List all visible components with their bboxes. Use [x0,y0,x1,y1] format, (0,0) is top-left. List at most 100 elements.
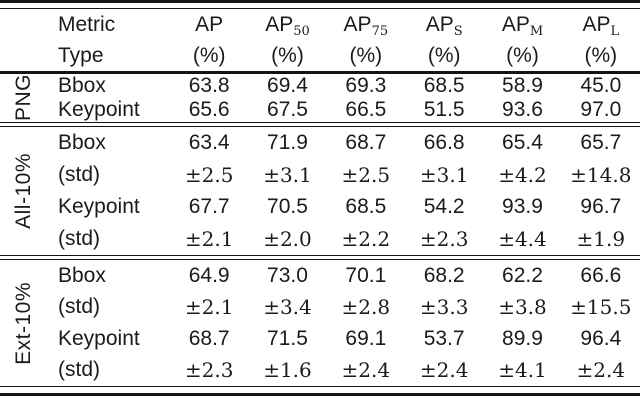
cell-std-value: ±2.4 [576,358,626,383]
cell-std-value: ±2.2 [341,227,391,251]
cell-value: 67.7 [188,195,230,218]
header-col-base: AP [582,12,611,36]
group-label-all-10: All-10% [0,127,48,255]
cell-value: 93.6 [502,98,543,121]
group-rows: Bbox 64.9 73.0 70.1 68.2 62.2 66.6 (std)… [48,260,640,386]
cell-value: 97.0 [580,98,622,121]
cell-value: 63.8 [188,74,230,97]
cell-value: 70.1 [345,263,387,287]
group-rows: Bbox 63.4 71.9 68.7 66.8 65.4 65.7 (std)… [48,127,640,255]
header-unit: (%) [192,43,226,67]
row-metric-label: Bbox [58,131,106,154]
header-col-apm: APM [483,12,561,38]
header-unit: (%) [349,43,383,67]
cell-value: 66.5 [345,98,387,121]
cell-std-value: ±1.9 [576,227,626,251]
cell-value: 64.9 [188,263,230,287]
group-png: PNG Bbox 63.8 69.4 69.3 68.5 58.9 45.0 K… [0,74,640,122]
cell-std-value: ±3.1 [263,163,312,187]
cell-value: 51.5 [423,98,465,121]
cell-value: 58.9 [502,74,543,97]
table-row: Bbox 64.9 73.0 70.1 68.2 62.2 66.6 [48,260,640,292]
header-col-base: AP [195,12,224,36]
header-col-sub: 75 [371,23,389,39]
row-metric-label: (std) [58,358,100,382]
cell-value: 70.5 [267,195,308,218]
header-col-sub: S [453,23,463,39]
table-row-std: (std) ±2.1 ±3.4 ±2.8 ±3.3 ±3.8 ±15.5 [48,292,640,324]
cell-value: 93.9 [502,195,543,218]
header-col-sub: L [610,23,620,39]
header-metric-label: Metric [58,12,116,36]
header-unit: (%) [506,43,539,67]
cell-value: 62.2 [502,263,543,287]
header-col-apl: APL [562,12,640,39]
cell-std-value: ±2.5 [341,163,391,187]
table-row-std: (std) ±2.3 ±1.6 ±2.4 ±2.4 ±4.1 ±2.4 [48,355,640,387]
header-unit: (%) [584,43,618,67]
cell-value: 69.3 [345,74,387,97]
cell-value: 68.2 [423,263,465,287]
cell-value: 66.6 [580,263,622,287]
header-col-ap50: AP50 [248,13,326,39]
cell-std-value: ±2.3 [419,227,469,251]
cell-std-value: ±2.0 [263,227,312,251]
table-row: Keypoint 68.7 71.5 69.1 53.7 89.9 96.4 [48,323,640,355]
group-label-ext-10: Ext-10% [0,260,48,386]
cell-value: 68.5 [423,74,465,97]
group-rows: Bbox 63.8 69.4 69.3 68.5 58.9 45.0 Keypo… [48,74,640,122]
cell-std-value: ±14.8 [570,163,632,187]
cell-value: 67.5 [267,98,308,121]
table-row: Bbox 63.4 71.9 68.7 66.8 65.4 65.7 [48,127,640,159]
table-bottom-double-rule [0,386,640,396]
cell-value: 65.7 [580,131,622,154]
cell-std-value: ±3.3 [419,295,469,320]
header-col-base: AP [501,12,530,36]
cell-std-value: ±2.1 [184,295,234,320]
cell-std-value: ±2.4 [419,358,469,383]
group-label-text: All-10% [12,153,35,229]
header-unit: (%) [427,43,461,67]
row-metric-label: Keypoint [58,326,140,350]
group-label-text: Ext-10% [12,281,35,365]
header-type-label: Type [58,43,104,67]
row-metric-label: Keypoint [58,98,140,121]
cell-std-value: ±4.4 [498,227,547,251]
section-separator-rule [0,122,640,127]
cell-std-value: ±3.4 [263,295,312,320]
cell-std-value: ±2.1 [184,227,234,251]
group-all-10: All-10% Bbox 63.4 71.9 68.7 66.8 65.4 65… [0,127,640,255]
cell-std-value: ±2.5 [184,163,234,187]
header-col-aps: APS [405,12,483,39]
cell-value: 73.0 [267,263,308,287]
cell-std-value: ±1.6 [263,358,312,383]
header-row-2: Type (%) (%) (%) (%) (%) (%) [0,40,640,71]
group-label-text: PNG [12,74,35,122]
cell-value: 69.4 [267,74,308,97]
header-col-base: AP [425,12,454,36]
header-col-sub: 50 [293,23,310,39]
section-separator-rule [0,255,640,260]
table-row-std: (std) ±2.1 ±2.0 ±2.2 ±2.3 ±4.4 ±1.9 [48,223,640,255]
cell-std-value: ±4.1 [498,358,547,383]
cell-value: 71.5 [267,326,308,350]
header-unit: (%) [271,43,304,67]
cell-std-value: ±2.8 [341,295,391,320]
cell-std-value: ±2.4 [341,358,391,383]
row-metric-label: Bbox [58,263,106,287]
cell-value: 96.7 [580,195,622,218]
table-row-std: (std) ±2.5 ±3.1 ±2.5 ±3.1 ±4.2 ±14.8 [48,159,640,191]
cell-value: 68.5 [345,195,387,218]
header-row-1: Metric AP AP50 AP75 APS APM APL [0,9,640,40]
cell-value: 66.8 [423,131,465,154]
cell-value: 45.0 [580,74,622,97]
cell-value: 71.9 [267,131,308,154]
table-row: Bbox 63.8 69.4 69.3 68.5 58.9 45.0 [48,74,640,98]
header-col-ap: AP [170,13,248,37]
table-top-double-rule [0,0,640,9]
cell-std-value: ±3.1 [419,163,469,187]
cell-value: 65.6 [188,98,230,121]
header-col-base: AP [343,12,372,36]
cell-value: 54.2 [423,195,465,218]
cell-value: 69.1 [345,326,387,350]
